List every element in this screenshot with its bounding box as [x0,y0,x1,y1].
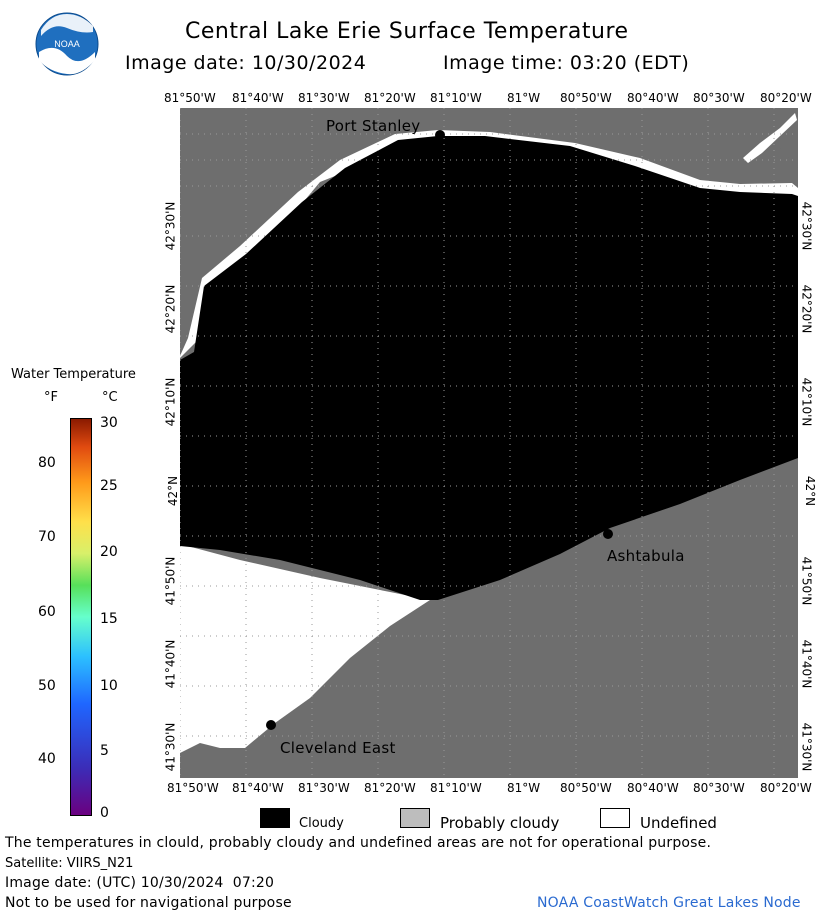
lat-label: 42°10'N [163,377,178,427]
lake-map [180,108,798,778]
c-tick: 30 [100,415,118,431]
port-stanley-marker [435,130,445,140]
colorbar-title: Water Temperature [11,367,136,382]
colorbar [70,418,92,816]
lat-label: 42°10'N [799,377,814,427]
logo-text: NOAA [54,39,80,49]
lon-label: 81°50'W [164,91,216,105]
legend-swatch-undefined [600,808,630,828]
lat-label: 41°40'N [799,639,814,689]
lon-label: 80°40'W [627,91,679,105]
f-tick: 60 [38,604,56,620]
colorbar-unit-c: °C [102,390,118,405]
lat-label: 42°N [166,475,181,507]
footer-credit: NOAA CoastWatch Great Lakes Node [537,895,801,911]
lat-label: 42°30'N [799,201,814,251]
legend-label-probably-cloudy: Probably cloudy [440,814,560,832]
f-tick: 80 [38,455,56,471]
lon-label: 80°20'W [760,781,812,795]
page-title: Central Lake Erie Surface Temperature [185,19,629,44]
cloudy-region [180,136,798,600]
lon-label: 80°50'W [560,781,612,795]
place-cleveland-east: Cleveland East [280,739,396,757]
lon-label: 81°10'W [430,91,482,105]
lon-label: 80°30'W [693,781,745,795]
lon-label: 80°50'W [560,91,612,105]
image-time: Image time: 03:20 (EDT) [443,52,690,74]
lat-label: 41°50'N [163,556,178,606]
undefined-region-south [180,544,430,753]
lat-label: 42°20'N [163,284,178,334]
footer-utc-date: Image date: (UTC) 10/30/2024 07:20 [5,875,275,891]
lat-label: 41°30'N [799,722,814,772]
lat-label: 41°50'N [799,556,814,606]
footer-satellite: Satellite: VIIRS_N21 [5,856,134,871]
c-tick: 0 [100,805,109,821]
lat-label: 42°30'N [163,201,178,251]
c-tick: 20 [100,544,118,560]
footer-disclaimer: The temperatures in clould, probably clo… [5,835,712,851]
legend-swatch-probably-cloudy [400,808,430,828]
lon-label: 81°W [507,781,541,795]
lat-label: 42°N [803,475,818,507]
lat-label: 41°30'N [163,722,178,772]
lon-label: 81°20'W [364,781,416,795]
lon-label: 81°50'W [167,781,219,795]
ne-shore-edge [743,113,797,163]
place-port-stanley: Port Stanley [326,117,421,135]
lon-label: 81°30'W [298,91,350,105]
legend-label-cloudy: Cloudy [299,816,344,831]
c-tick: 10 [100,678,118,694]
f-tick: 50 [38,678,56,694]
colorbar-unit-f: °F [44,390,58,405]
lon-label: 80°30'W [693,91,745,105]
lon-label: 81°30'W [298,781,350,795]
lon-label: 81°10'W [430,781,482,795]
c-tick: 25 [100,478,118,494]
graticule [180,108,798,778]
f-tick: 40 [38,751,56,767]
cleveland-east-marker [266,720,276,730]
legend-swatch-cloudy [260,808,290,828]
image-date: Image date: 10/30/2024 [125,52,367,74]
f-tick: 70 [38,529,56,545]
lat-label: 41°40'N [163,639,178,689]
lon-label: 81°W [507,91,541,105]
noaa-logo: NOAA [35,12,99,76]
legend-label-undefined: Undefined [640,814,717,832]
lat-label: 42°20'N [799,284,814,334]
place-ashtabula: Ashtabula [607,547,685,565]
c-tick: 15 [100,611,118,627]
ashtabula-marker [603,529,613,539]
lon-label: 80°40'W [627,781,679,795]
lon-label: 81°20'W [364,91,416,105]
lon-label: 81°40'W [232,91,284,105]
c-tick: 5 [100,743,109,759]
lon-label: 80°20'W [760,91,812,105]
footer-nav-warning: Not to be used for navigational purpose [5,895,292,911]
lon-label: 81°40'W [232,781,284,795]
